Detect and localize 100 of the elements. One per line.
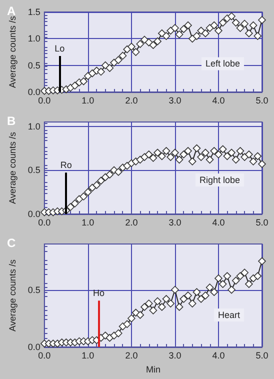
- point: [166, 26, 175, 35]
- point: [140, 303, 148, 311]
- point: [162, 32, 170, 40]
- point: [232, 18, 240, 27]
- point: [218, 145, 227, 154]
- point: [218, 280, 227, 288]
- x-tick-label: 2.0: [125, 350, 138, 360]
- x-tick-label: 2.0: [125, 218, 138, 228]
- x-tick-label: 4.0: [212, 218, 225, 228]
- point: [175, 156, 184, 164]
- annotation: Right lobe: [199, 174, 240, 185]
- point: [162, 295, 170, 303]
- point: [254, 32, 262, 40]
- point: [84, 188, 92, 196]
- point: [149, 306, 158, 314]
- x-tick-label: 1.0: [82, 350, 94, 360]
- point: [149, 41, 158, 49]
- point: [223, 272, 232, 280]
- point: [123, 320, 131, 328]
- x-tick-label: 3.0: [168, 218, 182, 228]
- point: [140, 153, 148, 161]
- point: [249, 158, 258, 166]
- point: [70, 200, 79, 208]
- point: [197, 153, 205, 161]
- ref-line-label: Ho: [93, 288, 105, 298]
- point: [114, 168, 122, 176]
- x-tick-label: 0.0: [38, 218, 51, 228]
- point: [70, 82, 79, 90]
- point: [245, 150, 253, 158]
- chart-title: C: [7, 236, 16, 250]
- point: [188, 34, 196, 43]
- point: [214, 26, 222, 35]
- point: [228, 12, 236, 20]
- point: [249, 21, 258, 30]
- x-tick-label: 3.0: [168, 96, 182, 106]
- ref-line-label: Ro: [60, 160, 72, 170]
- x-tick-label: 2.0: [125, 96, 138, 106]
- point: [236, 272, 244, 280]
- point: [240, 20, 248, 28]
- x-tick-label: 1.0: [82, 218, 94, 228]
- point: [202, 292, 210, 300]
- chart-title: B: [7, 114, 16, 128]
- point: [210, 21, 218, 30]
- y-tick-label: 0.0: [28, 87, 40, 97]
- x-tick-label: 0.0: [38, 96, 51, 106]
- x-axis-title: Min: [146, 364, 160, 374]
- point: [136, 40, 144, 48]
- y-tick-label: 1.0: [28, 121, 40, 132]
- point: [210, 147, 218, 155]
- point: [254, 272, 262, 280]
- point: [206, 284, 214, 292]
- point: [166, 300, 175, 308]
- point: [128, 314, 136, 322]
- annotation: Left lobe: [205, 58, 240, 69]
- point: [154, 37, 162, 46]
- point: [214, 274, 222, 282]
- point: [249, 274, 258, 282]
- point: [184, 21, 192, 30]
- ref-line-label: Lo: [54, 44, 65, 54]
- x-tick-label: 4.0: [212, 350, 225, 360]
- y-axis-title: Average counts /s: [8, 259, 18, 332]
- point: [154, 297, 162, 306]
- point: [128, 42, 136, 51]
- point: [132, 48, 140, 56]
- point: [228, 286, 236, 294]
- y-tick-label: 0.5: [28, 60, 40, 70]
- point: [80, 77, 88, 86]
- point: [144, 38, 153, 46]
- x-tick-label: 1.0: [82, 96, 94, 106]
- x-tick-label: 3.0: [168, 350, 182, 360]
- point: [188, 158, 196, 166]
- point: [214, 150, 222, 158]
- point: [158, 303, 166, 311]
- y-tick-label: 0.0: [28, 209, 40, 219]
- point: [258, 257, 266, 266]
- point: [66, 203, 74, 211]
- x-tick-label: 0.0: [38, 350, 51, 360]
- point: [144, 150, 153, 158]
- point: [149, 154, 158, 162]
- point: [245, 29, 253, 38]
- point: [97, 68, 105, 76]
- point: [106, 334, 114, 342]
- point: [114, 56, 122, 64]
- point: [175, 30, 184, 38]
- point: [171, 24, 179, 32]
- y-tick-label: 0.5: [28, 284, 40, 295]
- point: [184, 147, 192, 155]
- point: [202, 29, 210, 38]
- point: [62, 85, 70, 94]
- point: [236, 147, 244, 155]
- point: [118, 52, 127, 60]
- point: [171, 286, 179, 294]
- point: [232, 156, 240, 164]
- point: [97, 176, 105, 185]
- point: [106, 64, 114, 72]
- point: [171, 148, 179, 157]
- point: [80, 192, 88, 200]
- y-tick-label: 0.0: [28, 342, 40, 352]
- point: [228, 148, 236, 157]
- point: [192, 32, 201, 40]
